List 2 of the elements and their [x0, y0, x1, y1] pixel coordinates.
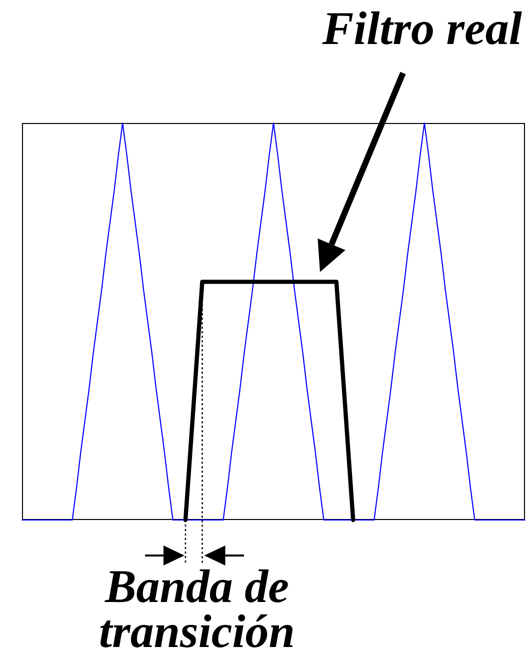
text: Filtro real	[322, 3, 522, 55]
text: Banda de transición	[98, 561, 296, 655]
